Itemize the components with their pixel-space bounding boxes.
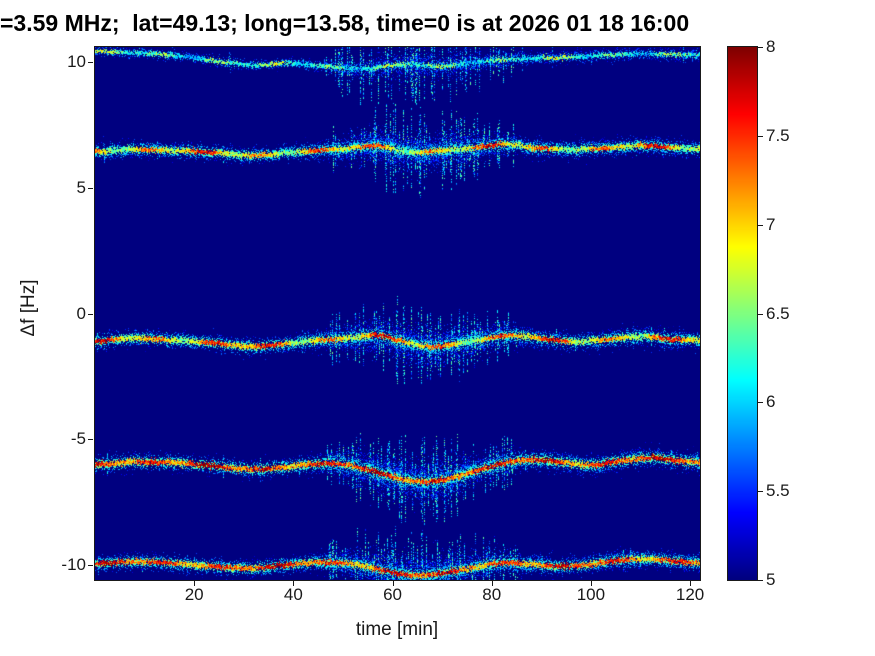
x-tick-label: 100 bbox=[576, 585, 606, 604]
chart-title: =3.59 MHz; lat=49.13; long=13.58, time=0… bbox=[0, 10, 690, 36]
x-tick-mark bbox=[293, 581, 295, 586]
y-tick-mark bbox=[88, 187, 93, 189]
y-tick-label: 0 bbox=[76, 303, 86, 323]
x-axis-label: time [min] bbox=[355, 619, 439, 640]
y-tick-mark bbox=[88, 62, 93, 64]
colorbar-canvas bbox=[728, 47, 757, 580]
spectrogram-canvas bbox=[95, 47, 700, 580]
colorbar-tick-label: 7 bbox=[766, 214, 776, 234]
x-tick-mark bbox=[590, 581, 592, 586]
x-tick-label: 60 bbox=[383, 585, 402, 604]
y-tick-mark bbox=[88, 439, 93, 441]
colorbar-tick-mark bbox=[758, 402, 763, 404]
y-tick-label: -10 bbox=[61, 554, 86, 574]
x-tick-mark bbox=[392, 581, 394, 586]
y-tick-label: 5 bbox=[76, 177, 86, 197]
y-tick-mark bbox=[88, 564, 93, 566]
colorbar-tick-label: 5.5 bbox=[766, 481, 790, 501]
x-tick-label: 20 bbox=[184, 585, 204, 604]
y-tick-mark bbox=[88, 313, 93, 315]
colorbar-tick-label: 5 bbox=[766, 570, 776, 589]
colorbar-tick-label: 6 bbox=[766, 392, 776, 412]
colorbar-tick-mark bbox=[758, 47, 763, 48]
colorbar-tick-mark bbox=[758, 580, 763, 581]
x-tick-label: 120 bbox=[675, 585, 705, 604]
x-tick-mark bbox=[491, 581, 493, 586]
colorbar-tick-mark bbox=[758, 313, 763, 315]
x-tick-mark bbox=[690, 581, 692, 586]
colorbar-tick-label: 6.5 bbox=[766, 303, 790, 323]
x-tick-label: 40 bbox=[283, 585, 303, 604]
colorbar-tick-mark bbox=[758, 224, 763, 226]
colorbar-tick-label: 7.5 bbox=[766, 125, 790, 145]
x-tick-label: 80 bbox=[482, 585, 502, 604]
y-tick-label: -5 bbox=[70, 429, 86, 449]
colorbar-tick-label: 8 bbox=[766, 37, 776, 56]
colorbar-tick-mark bbox=[758, 135, 763, 137]
colorbar-tick-mark bbox=[758, 491, 763, 493]
y-tick-label: 10 bbox=[67, 52, 86, 72]
x-tick-mark bbox=[194, 581, 196, 586]
